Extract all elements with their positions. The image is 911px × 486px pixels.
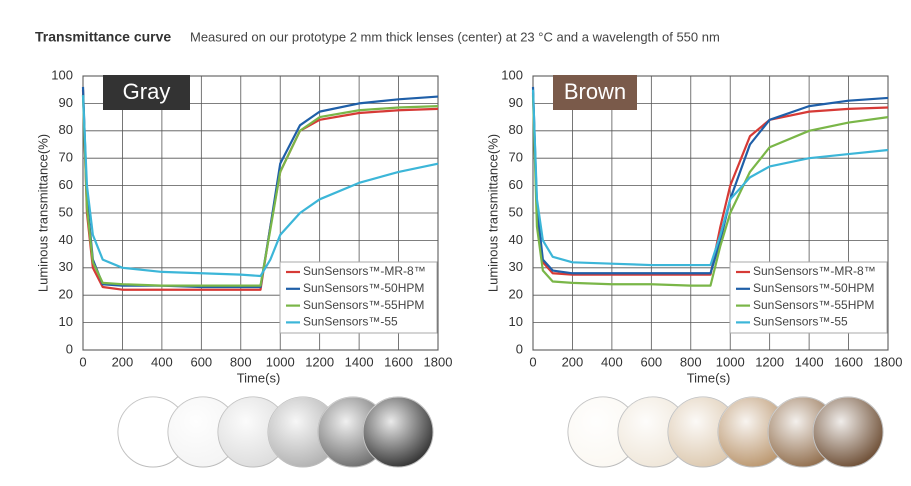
y-tick-label: 80 xyxy=(509,122,523,137)
x-tick-label: 1800 xyxy=(874,354,903,369)
lens-shine xyxy=(718,397,788,467)
series-line xyxy=(531,86,889,275)
x-tick-label: 1200 xyxy=(755,354,784,369)
x-tick-label: 0 xyxy=(79,354,86,369)
lens-shine xyxy=(218,397,288,467)
y-tick-label: 90 xyxy=(509,95,523,110)
legend-label: SunSensors™-MR-8™ xyxy=(303,264,426,278)
legend-label: SunSensors™-55HPM xyxy=(753,298,874,312)
lens-shine xyxy=(363,397,433,467)
y-tick-label: 30 xyxy=(59,259,73,274)
x-tick-label: 1000 xyxy=(266,354,295,369)
y-tick-label: 60 xyxy=(509,177,523,192)
x-tick-label: 400 xyxy=(151,354,173,369)
x-tick-label: 600 xyxy=(640,354,662,369)
y-tick-label: 0 xyxy=(516,341,523,356)
y-tick-label: 50 xyxy=(59,204,73,219)
legend-label: SunSensors™-55 xyxy=(303,315,398,329)
series-line xyxy=(81,95,439,287)
legend-label: SunSensors™-55 xyxy=(753,315,848,329)
x-axis-label: Time(s) xyxy=(237,370,281,385)
badge xyxy=(103,75,190,110)
lens-shine xyxy=(118,397,188,467)
legend-label: SunSensors™-MR-8™ xyxy=(753,264,876,278)
x-tick-label: 0 xyxy=(529,354,536,369)
x-tick-label: 1600 xyxy=(384,354,413,369)
legend-label: SunSensors™-55HPM xyxy=(303,298,424,312)
x-tick-label: 1400 xyxy=(795,354,824,369)
y-tick-label: 90 xyxy=(59,95,73,110)
x-tick-label: 800 xyxy=(680,354,702,369)
series-line xyxy=(531,95,889,287)
y-tick-label: 40 xyxy=(509,232,523,247)
legend-label: SunSensors™-50HPM xyxy=(753,281,874,295)
y-tick-label: 70 xyxy=(509,150,523,165)
y-tick-label: 40 xyxy=(59,232,73,247)
y-tick-label: 10 xyxy=(509,314,523,329)
y-axis-label: Luminous transmittance(%) xyxy=(35,134,50,292)
x-tick-label: 1200 xyxy=(305,354,334,369)
series-line xyxy=(531,89,889,267)
x-axis-label: Time(s) xyxy=(687,370,731,385)
series-line xyxy=(531,92,889,276)
title: Transmittance curve xyxy=(35,29,171,45)
y-tick-label: 100 xyxy=(501,67,523,82)
lens-shine xyxy=(668,397,738,467)
lens-shine xyxy=(568,397,638,467)
x-tick-label: 200 xyxy=(112,354,134,369)
series-line xyxy=(81,89,439,291)
x-tick-label: 1000 xyxy=(716,354,745,369)
y-tick-label: 0 xyxy=(66,341,73,356)
lens-shine xyxy=(168,397,238,467)
x-tick-label: 200 xyxy=(562,354,584,369)
x-tick-label: 400 xyxy=(601,354,623,369)
legend xyxy=(279,261,438,334)
y-tick-label: 20 xyxy=(509,287,523,302)
badge xyxy=(553,75,637,110)
x-tick-label: 1800 xyxy=(424,354,453,369)
y-tick-label: 70 xyxy=(59,150,73,165)
y-tick-label: 10 xyxy=(59,314,73,329)
legend xyxy=(729,261,888,334)
y-axis-label: Luminous transmittance(%) xyxy=(485,134,500,292)
lens-row xyxy=(117,396,434,468)
x-tick-label: 600 xyxy=(190,354,212,369)
lens-row xyxy=(567,396,884,468)
lens-shine xyxy=(813,397,883,467)
legend-label: SunSensors™-50HPM xyxy=(303,281,424,295)
series-line xyxy=(81,95,439,278)
x-tick-label: 800 xyxy=(230,354,252,369)
y-tick-label: 20 xyxy=(59,287,73,302)
badge-label: Brown xyxy=(564,79,626,104)
lens-shine xyxy=(268,397,338,467)
badge-label: Gray xyxy=(123,79,171,104)
x-tick-label: 1600 xyxy=(834,354,863,369)
y-tick-label: 30 xyxy=(509,259,523,274)
y-tick-label: 80 xyxy=(59,122,73,137)
y-tick-label: 100 xyxy=(51,67,73,82)
y-tick-label: 60 xyxy=(59,177,73,192)
lens-shine xyxy=(618,397,688,467)
subtitle: Measured on our prototype 2 mm thick len… xyxy=(190,29,720,44)
y-tick-label: 50 xyxy=(509,204,523,219)
x-tick-label: 1400 xyxy=(345,354,374,369)
